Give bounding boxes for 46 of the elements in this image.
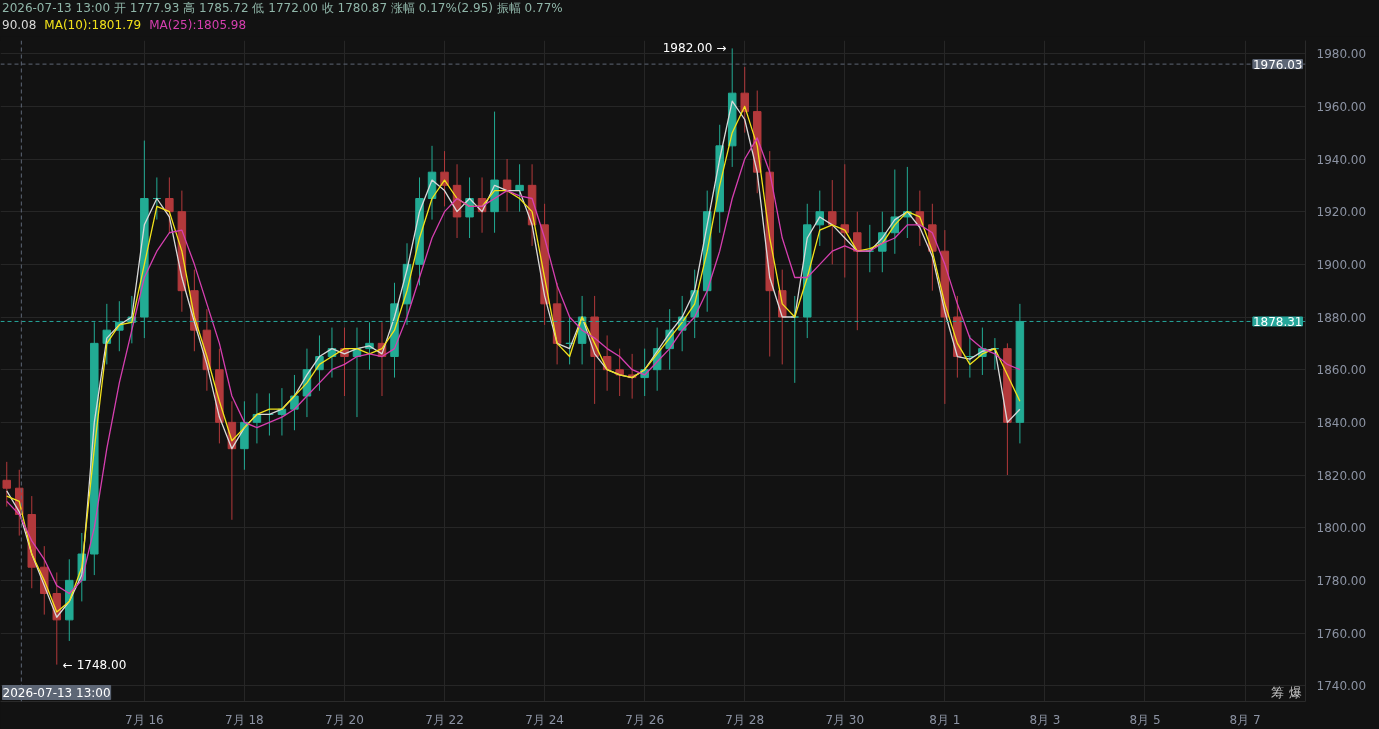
x-tick-label: 7月 16 (124, 712, 164, 727)
text: MA(25):1805.98 (149, 18, 247, 32)
x-tick-label: 8月 3 (1029, 712, 1061, 727)
x-tick-label: 7月 22 (425, 712, 464, 727)
y-tick-label: 1840.00 (1316, 415, 1367, 430)
y-tick-label: 1740.00 (1316, 679, 1367, 694)
y-tick-label: 1920.00 (1316, 205, 1367, 220)
y-tick-label: 1980.00 (1316, 47, 1367, 62)
candlestick (853, 211, 862, 331)
y-tick-label: 1780.00 (1316, 573, 1367, 588)
text: MA(10):1801.79 (44, 18, 142, 32)
annotation: ← 1748.00 (62, 657, 127, 672)
y-tick-label: 1860.00 (1316, 363, 1367, 378)
candlestick (290, 374, 299, 431)
candlestick (840, 163, 850, 279)
y-tick-label: 1880.00 (1316, 310, 1367, 325)
x-tick-label: 7月 18 (225, 712, 264, 727)
y-tick-label: 1900.00 (1316, 257, 1367, 272)
x-tick-label: 7月 28 (725, 712, 765, 727)
ref-line-label: 1878.31 (1252, 314, 1303, 329)
ref-line-label: 2026-07-13 13:00 (2, 685, 111, 700)
candlestick (2, 461, 12, 508)
x-tick-label: 7月 20 (325, 712, 364, 727)
x-tick-label: 7月 24 (525, 712, 564, 727)
candlestick (828, 179, 837, 265)
candlestick (740, 66, 749, 134)
y-tick-label: 1760.00 (1316, 626, 1367, 641)
candlestick (515, 163, 524, 213)
y-tick-label: 1800.00 (1316, 521, 1367, 536)
x-tick-label: 8月 1 (929, 712, 961, 727)
x-tick-label: 8月 7 (1229, 712, 1261, 727)
text: 90.08 (2, 18, 37, 32)
annotation: 1982.00 → (662, 41, 727, 56)
text: 2026-07-13 13:00 开 1777.93 高 1785.72 低 1772.00 收 1780.87 涨幅 0.17%(2.95) 振幅 0.77% (2, 1, 563, 15)
ref-line-label: 1976.03 (1252, 57, 1303, 72)
candlestick (815, 190, 825, 247)
x-tick-label: 7月 26 (625, 712, 665, 727)
candlestick (615, 348, 624, 397)
x-tick-label: 7月 30 (825, 712, 865, 727)
y-tick-label: 1820.00 (1316, 468, 1367, 483)
annotation: 筹 爆 (1271, 684, 1302, 700)
x-tick-label: 8月 5 (1129, 712, 1161, 727)
candlestick (602, 334, 612, 392)
y-tick-label: 1940.00 (1316, 152, 1367, 167)
candlestick (165, 176, 174, 234)
y-tick-label: 1960.00 (1316, 99, 1367, 114)
